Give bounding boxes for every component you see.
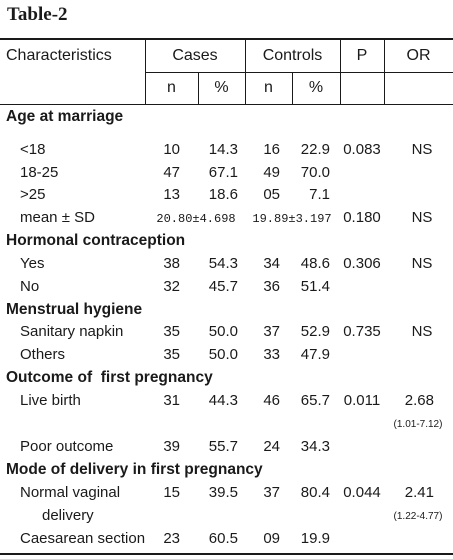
cases-n: 23 (163, 530, 180, 547)
row-label: Others (20, 346, 66, 363)
or-value: 2.68 (404, 392, 434, 409)
cases-n: 15 (163, 484, 180, 501)
top-rule (0, 38, 453, 40)
row-label: <18 (20, 141, 46, 158)
cases-n: 35 (163, 323, 180, 340)
cases-n: 47 (163, 164, 180, 181)
controls-n: 37 (263, 484, 280, 501)
controls-n: 36 (263, 278, 280, 295)
or-value: NS (411, 323, 433, 340)
cases-n: 39 (163, 438, 180, 455)
header-controls: Controls (262, 47, 323, 64)
cases-pct: 50.0 (208, 323, 238, 340)
cases-mean-sd: 20.80±4.698 (156, 212, 236, 226)
or-value: NS (411, 209, 433, 226)
or-value: NS (411, 255, 433, 272)
p-value: 0.306 (343, 255, 381, 272)
or-value: NS (411, 141, 433, 158)
header-separator (145, 72, 453, 73)
cases-pct: 60.5 (208, 530, 238, 547)
cases-n: 32 (163, 278, 180, 295)
cases-pct: 39.5 (208, 484, 238, 501)
header-p: P (356, 47, 368, 64)
cases-pct: 67.1 (208, 164, 238, 181)
controls-n: 49 (263, 164, 280, 181)
p-value: 0.735 (343, 323, 381, 340)
row-label: Caesarean section (20, 530, 146, 547)
header-characteristics: Characteristics (6, 47, 112, 64)
row-label: Poor outcome (20, 438, 114, 455)
controls-pct: 7.1 (309, 186, 330, 203)
controls-n: 16 (263, 141, 280, 158)
controls-pct: 65.7 (300, 392, 330, 409)
header-controls-n: n (264, 79, 273, 96)
row-label: Normal vaginal (20, 484, 121, 501)
row-label: Sanitary napkin (20, 323, 124, 340)
controls-n: 24 (263, 438, 280, 455)
p-value: 0.180 (343, 209, 381, 226)
cases-n: 31 (163, 392, 180, 409)
controls-n: 37 (263, 323, 280, 340)
cases-pct: 14.3 (208, 141, 238, 158)
row-label: 18-25 (20, 164, 59, 181)
header-divider (384, 40, 385, 104)
header-bottom-rule (0, 104, 453, 105)
header-divider (340, 40, 341, 104)
or-ci: (1.22-4.77) (393, 511, 443, 522)
row-label: mean ± SD (20, 209, 95, 226)
controls-n: 46 (263, 392, 280, 409)
p-value: 0.044 (343, 484, 381, 501)
row-label: No (20, 278, 40, 295)
row-label: Live birth (20, 392, 81, 409)
section-title: Outcome of first pregnancy (6, 369, 213, 386)
controls-n: 34 (263, 255, 280, 272)
header-divider (198, 73, 199, 104)
controls-mean-sd: 19.89±3.197 (252, 212, 332, 226)
header-divider (145, 40, 146, 104)
cases-n: 10 (163, 141, 180, 158)
header-controls-pct: % (308, 79, 324, 96)
header-cases-pct: % (214, 79, 229, 96)
cases-n: 35 (163, 346, 180, 363)
or-value: 2.41 (404, 484, 434, 501)
p-value: 0.083 (343, 141, 381, 158)
cases-pct: 50.0 (208, 346, 238, 363)
cases-n: 13 (163, 186, 180, 203)
cases-pct: 54.3 (208, 255, 238, 272)
controls-n: 05 (263, 186, 280, 203)
controls-pct: 70.0 (300, 164, 330, 181)
controls-n: 09 (263, 530, 280, 547)
row-label-continued: delivery (42, 507, 94, 524)
or-ci: (1.01-7.12) (393, 419, 443, 430)
section-title: Hormonal contraception (6, 232, 186, 249)
controls-pct: 51.4 (300, 278, 330, 295)
controls-pct: 80.4 (300, 484, 330, 501)
cases-pct: 45.7 (208, 278, 238, 295)
section-title: Menstrual hygiene (6, 301, 143, 318)
controls-pct: 52.9 (300, 323, 330, 340)
cases-pct: 55.7 (208, 438, 238, 455)
table-title: Table-2 (7, 4, 68, 25)
section-title: Age at marriage (6, 108, 124, 125)
cases-n: 38 (163, 255, 180, 272)
row-label: >25 (20, 186, 46, 203)
controls-pct: 22.9 (300, 141, 330, 158)
section-title: Mode of delivery in first pregnancy (6, 461, 263, 478)
row-label: Yes (20, 255, 45, 272)
bottom-rule (0, 553, 453, 555)
controls-pct: 19.9 (300, 530, 330, 547)
controls-pct: 34.3 (300, 438, 330, 455)
header-divider (245, 40, 246, 104)
cases-pct: 18.6 (208, 186, 238, 203)
p-value: 0.011 (343, 392, 381, 409)
controls-pct: 48.6 (300, 255, 330, 272)
header-cases: Cases (172, 47, 218, 64)
controls-pct: 47.9 (300, 346, 330, 363)
controls-n: 33 (263, 346, 280, 363)
header-divider (292, 73, 293, 104)
cases-pct: 44.3 (208, 392, 238, 409)
header-cases-n: n (167, 79, 176, 96)
header-or: OR (406, 47, 431, 64)
